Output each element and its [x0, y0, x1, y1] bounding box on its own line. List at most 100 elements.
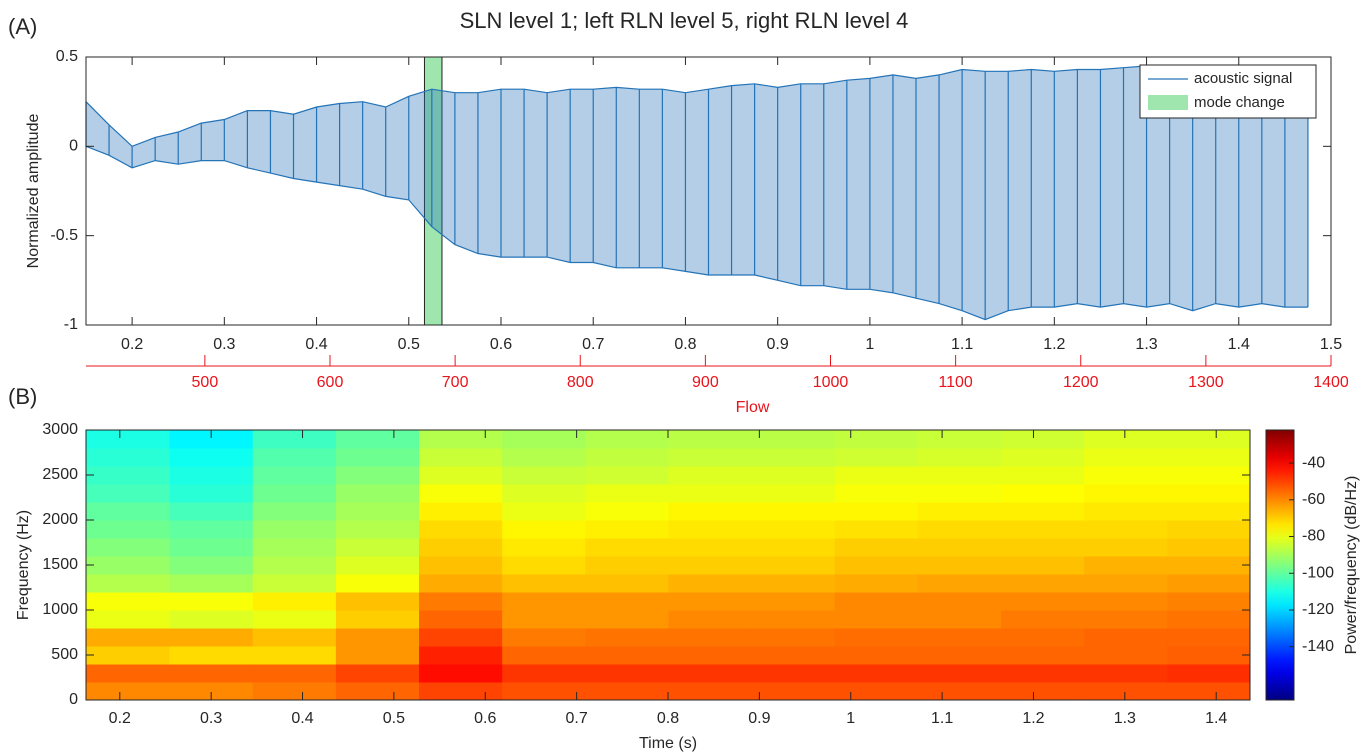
- heatmap-cell: [169, 628, 254, 647]
- heatmap-cell: [751, 682, 836, 701]
- heatmap-cell: [917, 592, 1002, 611]
- heatmap-cell: [86, 556, 171, 575]
- signal-envelope: [85, 65, 1308, 147]
- heatmap-cell: [252, 610, 337, 629]
- x-tick-label: 0.5: [398, 336, 420, 353]
- heatmap-cell: [585, 520, 669, 539]
- heatmap-cell: [419, 466, 503, 485]
- colorbar-tick-label: -60: [1302, 491, 1325, 508]
- heatmap-cell: [252, 466, 337, 485]
- heatmap-cell: [834, 646, 919, 665]
- heatmap-cell: [169, 466, 254, 485]
- heatmap-cell: [668, 430, 753, 449]
- heatmap-cell: [252, 520, 337, 539]
- heatmap-cell: [917, 574, 1002, 593]
- heatmap-cell: [834, 574, 919, 593]
- heatmap-cell: [86, 520, 171, 539]
- heatmap-cell: [1167, 466, 1251, 485]
- heatmap-cell: [1084, 646, 1168, 665]
- heatmap-cell: [585, 628, 669, 647]
- heatmap-cell: [1084, 610, 1168, 629]
- y-tick-label: 3000: [42, 421, 78, 438]
- heatmap-cell: [169, 484, 254, 503]
- heatmap-cell: [917, 466, 1002, 485]
- legend-label: mode change: [1194, 94, 1285, 111]
- heatmap-cell: [668, 628, 753, 647]
- heatmap-cell: [1167, 628, 1251, 647]
- heatmap-cell: [1167, 592, 1251, 611]
- heatmap-cell: [1084, 466, 1168, 485]
- heatmap-cell: [419, 664, 503, 683]
- heatmap-cell: [585, 664, 669, 683]
- x2-tick-label: 800: [567, 374, 594, 391]
- x-tick-label: 1.1: [951, 336, 973, 353]
- x2-tick-label: 1400: [1313, 374, 1349, 391]
- x-tick-label: 0.9: [767, 336, 789, 353]
- heatmap-cell: [335, 520, 420, 539]
- heatmap-cell: [335, 664, 420, 683]
- x-tick-label: 0.6: [490, 336, 512, 353]
- x-tick-label: 0.4: [305, 336, 327, 353]
- heatmap-cell: [252, 556, 337, 575]
- y-tick-label: 1000: [42, 601, 78, 618]
- heatmap-cell: [1084, 592, 1168, 611]
- x-tick-label: 1.3: [1114, 710, 1136, 727]
- heatmap-cell: [1001, 610, 1085, 629]
- panel-label: (A): [8, 14, 37, 39]
- heatmap-cell: [502, 682, 586, 701]
- heatmap-cell: [335, 502, 420, 521]
- heatmap-cell: [86, 448, 171, 467]
- heatmap-cell: [169, 448, 254, 467]
- heatmap-cell: [419, 430, 503, 449]
- x2-axis-label: Flow: [736, 399, 770, 416]
- heatmap-cell: [751, 592, 836, 611]
- heatmap-cell: [502, 448, 586, 467]
- y-tick-label: 0: [69, 138, 78, 155]
- heatmap-cell: [335, 538, 420, 557]
- heatmap-cell: [1001, 538, 1085, 557]
- heatmap-cell: [419, 538, 503, 557]
- heatmap-cell: [668, 592, 753, 611]
- heatmap-cell: [252, 664, 337, 683]
- heatmap-cell: [834, 664, 919, 683]
- heatmap-cell: [585, 484, 669, 503]
- x-tick-label: 0.8: [674, 336, 696, 353]
- signal-area: [86, 65, 1308, 320]
- heatmap-cell: [834, 520, 919, 539]
- heatmap-cell: [834, 502, 919, 521]
- x2-tick-label: 900: [692, 374, 719, 391]
- y-tick-label: 500: [51, 646, 78, 663]
- heatmap-cell: [751, 664, 836, 683]
- heatmap-cell: [1167, 556, 1251, 575]
- heatmap-cell: [668, 484, 753, 503]
- heatmap-cell: [502, 592, 586, 611]
- heatmap-cell: [502, 628, 586, 647]
- x2-tick-label: 1300: [1188, 374, 1224, 391]
- x-tick-label: 0.3: [213, 336, 235, 353]
- heatmap-cell: [751, 466, 836, 485]
- y-tick-label: 0: [69, 691, 78, 708]
- heatmap-cell: [585, 556, 669, 575]
- y-tick-label: -0.5: [50, 227, 78, 244]
- heatmap-cell: [1084, 520, 1168, 539]
- heatmap-cell: [169, 430, 254, 449]
- heatmap-cell: [335, 610, 420, 629]
- heatmap-cell: [1084, 430, 1168, 449]
- legend-patch: [1148, 95, 1188, 110]
- heatmap-cell: [585, 430, 669, 449]
- heatmap-cell: [1001, 430, 1085, 449]
- x-tick-label: 0.6: [474, 710, 496, 727]
- y-tick-label: 2500: [42, 466, 78, 483]
- colorbar-tick-label: -100: [1302, 564, 1334, 581]
- axes-box: [85, 56, 1332, 326]
- legend-label: acoustic signal: [1194, 70, 1292, 87]
- heatmap-cell: [668, 610, 753, 629]
- x-tick-label: 0.8: [657, 710, 679, 727]
- heatmap-cell: [335, 448, 420, 467]
- heatmap-cell: [86, 574, 171, 593]
- heatmap-cell: [335, 484, 420, 503]
- heatmap-cell: [419, 592, 503, 611]
- x2-tick-label: 1100: [938, 374, 973, 391]
